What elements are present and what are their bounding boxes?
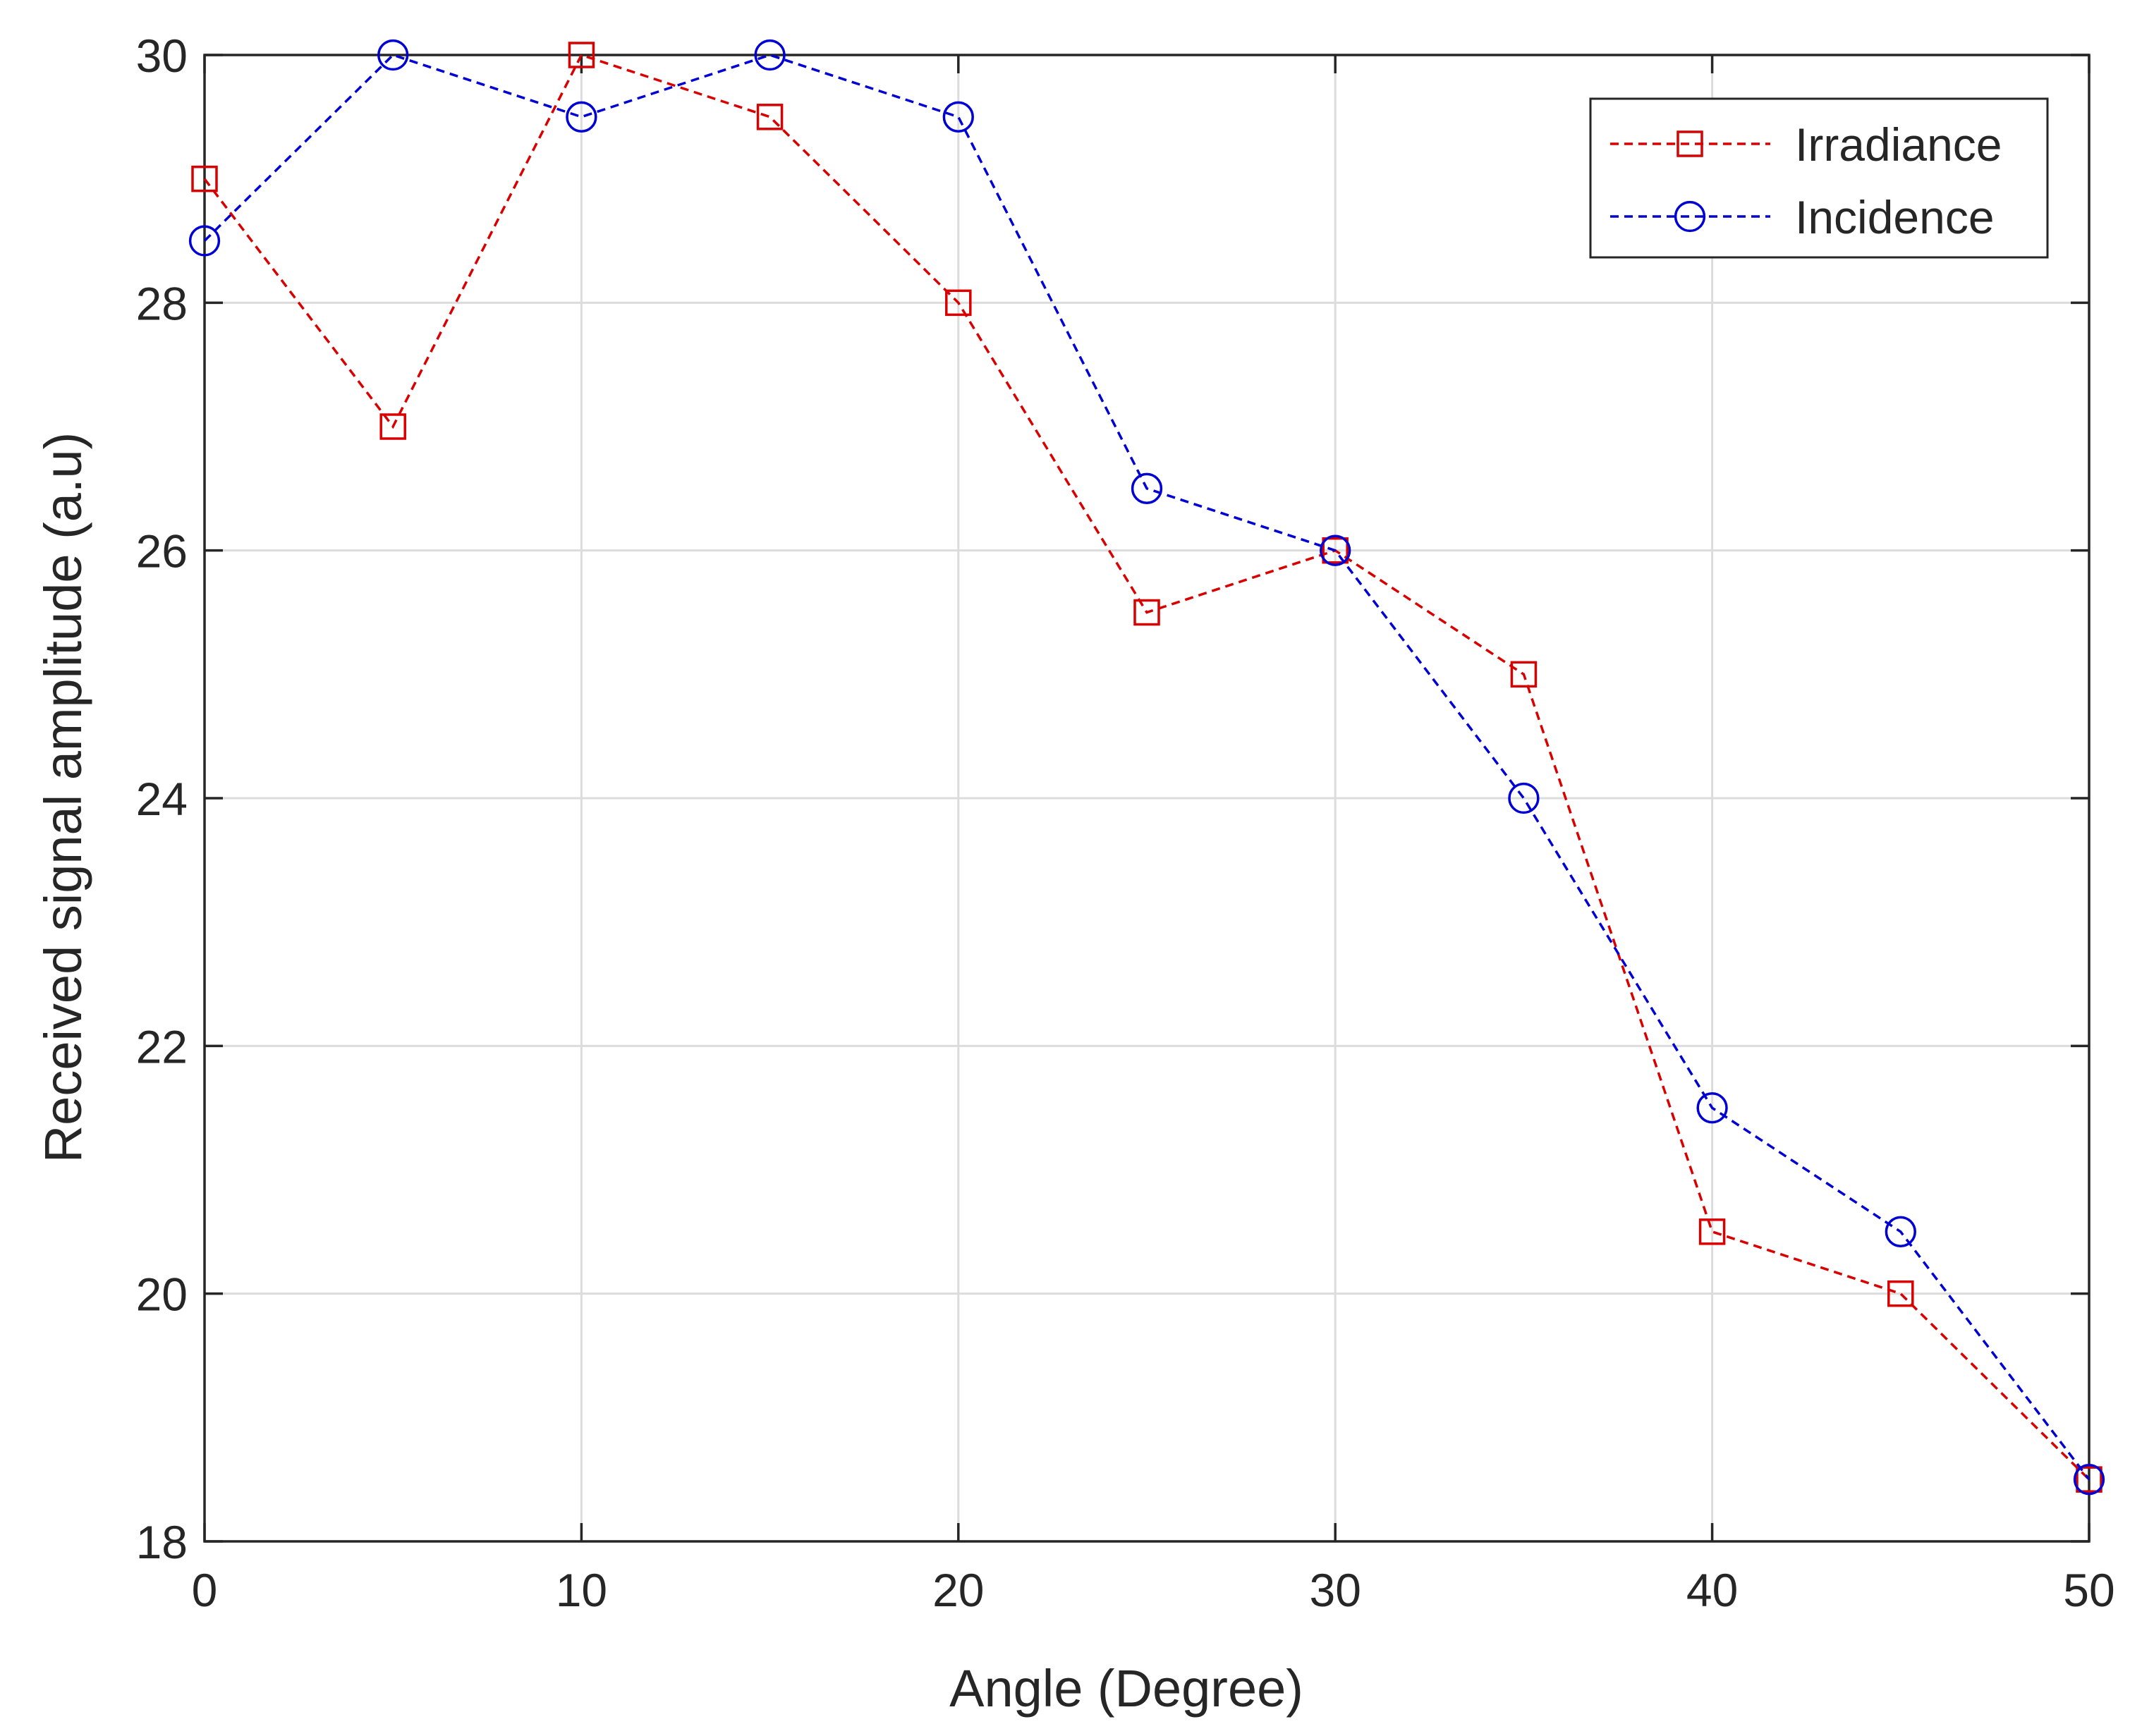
y-tick-label: 18 (136, 1516, 188, 1568)
data-point-incidence (1131, 472, 1163, 504)
series-irradiance (191, 42, 2102, 1493)
data-point-incidence (754, 39, 786, 71)
data-point-irradiance (568, 42, 595, 68)
y-tick-label: 22 (136, 1020, 188, 1072)
x-tick-label: 30 (1309, 1564, 1361, 1616)
data-point-incidence (188, 225, 221, 257)
x-tick-label: 20 (932, 1564, 984, 1616)
y-tick-label: 26 (136, 525, 188, 577)
legend-item-incidence[interactable]: Incidence (1610, 191, 1995, 243)
x-tick-label: 10 (556, 1564, 607, 1616)
data-point-incidence (566, 101, 597, 133)
y-tick-label: 28 (136, 277, 188, 329)
data-point-incidence (1885, 1216, 1916, 1247)
legend-marker-irradiance (1676, 130, 1703, 157)
data-point-irradiance (2076, 1466, 2102, 1493)
y-tick-label: 24 (136, 773, 188, 825)
legend-label-irradiance: Irradiance (1795, 118, 2002, 171)
x-tick-label: 0 (192, 1564, 218, 1616)
axes: 0 10 20 30 40 50 18 20 22 24 26 28 30 (136, 30, 2115, 1616)
series-layer (188, 39, 2105, 1496)
y-axis-label: Received signal amplitude (a.u) (34, 432, 92, 1163)
data-point-incidence (1696, 1092, 1728, 1124)
data-point-irradiance (945, 289, 972, 317)
data-point-incidence (1320, 534, 1351, 566)
data-point-incidence (377, 39, 409, 71)
series-line-irradiance (203, 53, 2091, 1481)
data-point-incidence (1508, 782, 1540, 814)
legend-label-incidence: Incidence (1795, 191, 1995, 243)
data-point-irradiance (1133, 599, 1160, 626)
x-tick-label: 40 (1686, 1564, 1738, 1616)
x-tick-label: 50 (2063, 1564, 2114, 1616)
data-point-incidence (2073, 1464, 2105, 1496)
data-point-irradiance (1698, 1218, 1726, 1245)
legend[interactable]: Irradiance Incidence (1589, 97, 2049, 259)
data-point-irradiance (756, 104, 784, 130)
data-point-irradiance (191, 165, 218, 192)
series-incidence (188, 39, 2105, 1496)
data-point-irradiance (1322, 537, 1349, 564)
y-tick-label: 30 (136, 30, 188, 82)
legend-marker-incidence (1674, 200, 1706, 233)
data-point-irradiance (379, 413, 406, 440)
legend-item-irradiance[interactable]: Irradiance (1610, 118, 2002, 171)
data-point-irradiance (1887, 1280, 1914, 1307)
y-tick-label: 20 (136, 1269, 188, 1321)
data-point-incidence (942, 101, 974, 133)
data-point-irradiance (1510, 661, 1538, 688)
legend-box (1589, 97, 2049, 259)
x-axis-label: Angle (Degree) (949, 1659, 1303, 1718)
series-line-incidence (203, 54, 2091, 1481)
